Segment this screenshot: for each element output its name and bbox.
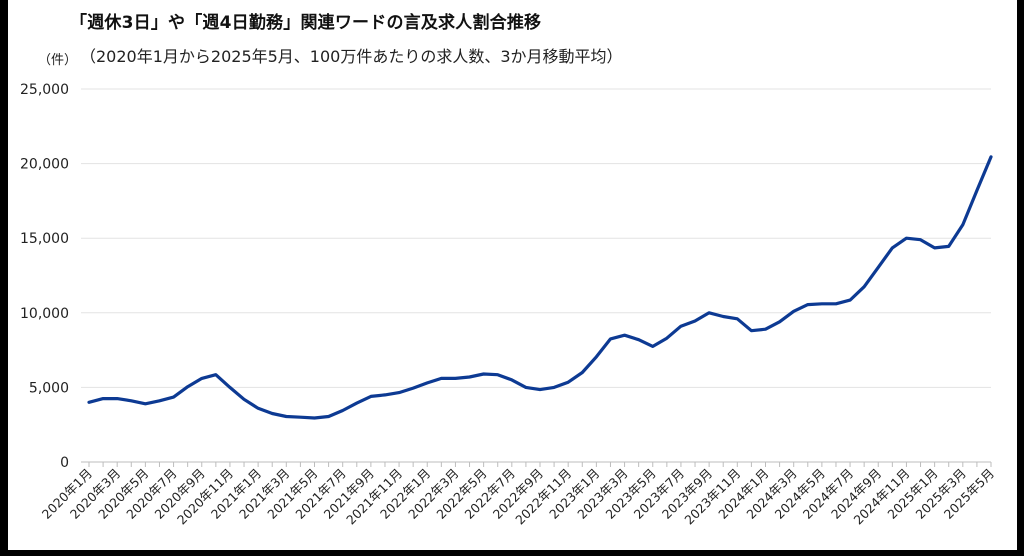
data-point <box>778 320 781 323</box>
data-point <box>299 416 302 419</box>
data-point <box>468 376 471 378</box>
data-point <box>736 317 739 320</box>
data-point <box>933 247 936 249</box>
data-point <box>158 400 161 402</box>
data-point <box>355 402 358 404</box>
data-point <box>215 373 217 376</box>
data-point <box>891 247 894 249</box>
data-point <box>341 409 344 412</box>
data-point <box>370 395 372 398</box>
data-point <box>116 397 118 400</box>
chart-subtitle: （2020年1月から2025年5月、100万件あたりの求人数、3か月移動平均） <box>80 47 623 66</box>
data-point <box>271 412 274 415</box>
y-tick-label: 5,000 <box>29 380 69 396</box>
data-point <box>186 385 189 388</box>
data-point <box>849 299 851 301</box>
data-point <box>694 320 696 322</box>
data-point <box>243 398 245 401</box>
data-point <box>88 401 90 404</box>
data-point <box>666 337 668 339</box>
data-point <box>130 400 133 402</box>
data-point <box>863 285 865 288</box>
data-point <box>482 373 485 375</box>
y-axis-unit-label: （件） <box>38 53 78 68</box>
data-point <box>581 371 584 374</box>
data-point <box>595 356 598 358</box>
chart-title: 「週休3日」や「週4日勤務」関連ワードの言及求人割合推移 <box>70 13 542 33</box>
data-point <box>285 415 288 418</box>
chart-panel: 「週休3日」や「週4日勤務」関連ワードの言及求人割合推移 （2020年1月から2… <box>8 0 1017 550</box>
data-point <box>412 387 414 389</box>
y-tick-label: 20,000 <box>20 157 69 173</box>
data-point <box>708 312 710 314</box>
y-tick-label: 15,000 <box>20 231 69 247</box>
data-point <box>919 238 922 241</box>
data-point <box>567 381 569 383</box>
data-point <box>440 377 443 380</box>
data-point <box>637 338 640 341</box>
data-point <box>496 373 499 376</box>
data-point <box>990 156 992 158</box>
series-line <box>87 155 993 420</box>
data-point <box>609 338 612 340</box>
data-point <box>623 334 626 336</box>
data-point <box>962 223 964 226</box>
data-point <box>821 303 823 305</box>
data-point <box>525 386 527 389</box>
data-point <box>722 315 725 318</box>
data-point <box>102 397 104 400</box>
data-point <box>835 303 837 305</box>
data-point <box>680 325 682 328</box>
data-point <box>384 394 386 396</box>
data-point <box>257 407 259 410</box>
data-point <box>229 386 231 389</box>
data-point <box>877 266 880 269</box>
data-point <box>553 386 555 389</box>
y-tick-label: 0 <box>60 455 69 471</box>
data-point <box>313 417 316 419</box>
data-point <box>200 377 203 380</box>
data-point <box>144 403 147 405</box>
data-point <box>947 245 950 248</box>
y-tick-label: 25,000 <box>20 82 69 98</box>
line-chart: 05,00010,00015,00020,00025,0002020年1月202… <box>20 82 997 528</box>
data-point <box>172 396 175 398</box>
data-point <box>539 388 541 391</box>
data-point <box>750 329 753 332</box>
data-point <box>511 379 513 381</box>
data-point <box>806 303 809 306</box>
data-point <box>792 310 795 313</box>
data-point <box>651 345 654 348</box>
data-point <box>976 189 978 192</box>
data-point <box>327 415 330 418</box>
data-point <box>454 377 457 380</box>
y-tick-label: 10,000 <box>20 306 69 322</box>
data-point <box>426 382 429 384</box>
data-point <box>905 237 908 239</box>
data-point <box>398 391 400 394</box>
data-point <box>764 328 767 331</box>
